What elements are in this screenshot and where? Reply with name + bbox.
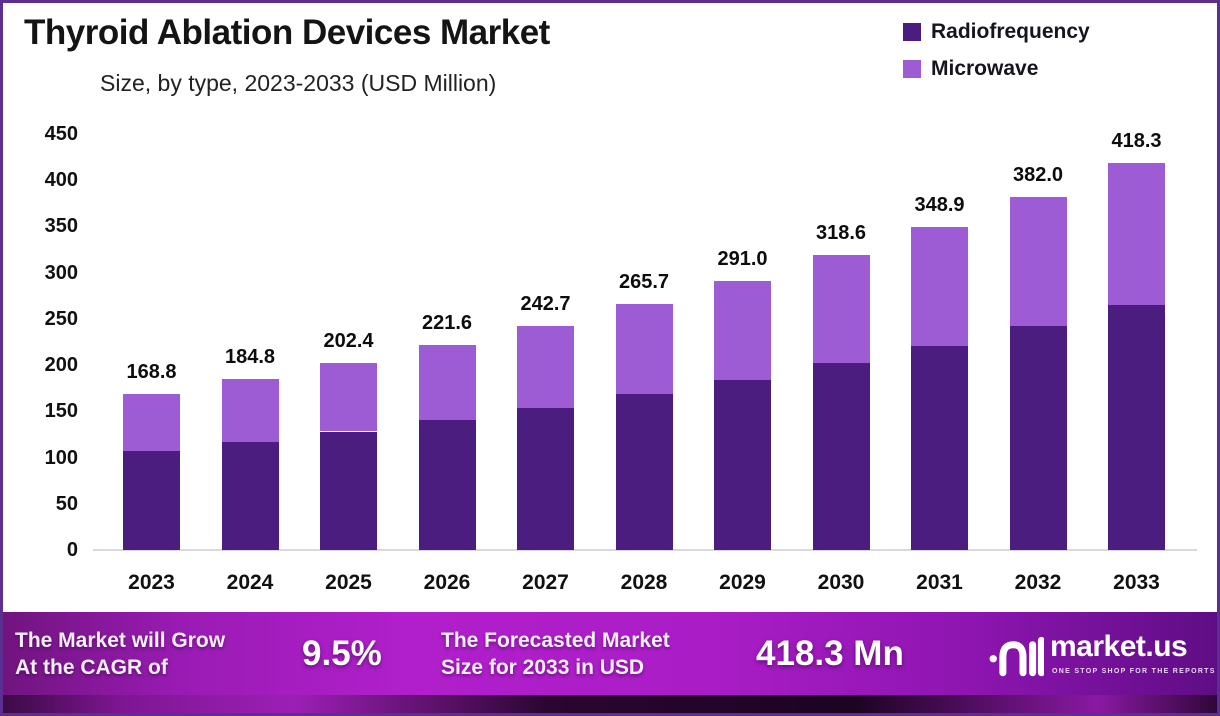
- x-axis-tick-label: 2024: [226, 571, 274, 594]
- forecast-statement-line2: Size for 2033 in USD: [441, 656, 645, 679]
- bar-total-label: 184.8: [224, 346, 276, 369]
- radiofrequency-swatch: [903, 23, 921, 41]
- bar-segment-microwave: [123, 393, 180, 452]
- x-axis-tick-label: 2033: [1113, 571, 1160, 594]
- bar-segment-radiofrequency: [1108, 305, 1165, 550]
- bar-total-label: 202.4: [323, 329, 374, 352]
- x-axis-tick-label: 2028: [620, 571, 668, 594]
- bar-segment-radiofrequency: [911, 345, 968, 550]
- y-axis-tick-label: 150: [44, 400, 78, 423]
- bar-total-label: 348.9: [914, 194, 965, 217]
- bottom-strip: [0, 695, 1220, 716]
- cagr-statement-line1: The Market will Grow: [15, 629, 226, 652]
- y-axis-tick-label: 0: [66, 539, 78, 561]
- cagr-statement: The Market will Grow At the CAGR of: [15, 627, 225, 681]
- y-axis-tick-label: 400: [44, 169, 78, 191]
- bar-total-label: 265.7: [618, 271, 670, 294]
- bar-segment-microwave: [615, 304, 673, 395]
- bar-segment-radiofrequency: [812, 363, 870, 550]
- bar-segment-microwave: [221, 379, 279, 442]
- bar-segment-radiofrequency: [615, 394, 673, 550]
- bar-total-label: 242.7: [520, 292, 571, 315]
- bar-segment-radiofrequency: [714, 379, 771, 550]
- y-axis-tick-label: 250: [44, 307, 78, 330]
- x-axis-tick-label: 2025: [325, 571, 372, 594]
- y-axis-tick-label: 450: [44, 122, 78, 145]
- bar-total-label: 168.8: [126, 360, 177, 383]
- forecast-statement-line1: The Forecasted Market: [441, 629, 670, 652]
- bar-segment-microwave: [517, 325, 574, 408]
- y-axis-tick-label: 100: [44, 446, 78, 469]
- legend-label: Microwave: [931, 57, 1039, 80]
- bar-segment-microwave: [714, 280, 771, 380]
- bar-segment-radiofrequency: [123, 451, 180, 550]
- bar-segment-radiofrequency: [517, 407, 574, 550]
- forecast-value: 418.3 Mn: [756, 634, 904, 673]
- bar-segment-microwave: [1108, 163, 1165, 306]
- cagr-statement-line2: At the CAGR of: [15, 656, 168, 679]
- bar-total-label: 221.6: [421, 312, 473, 335]
- x-axis-line: [93, 549, 1197, 551]
- bar-total-label: 291.0: [717, 247, 768, 270]
- bar-segment-radiofrequency: [418, 420, 476, 550]
- bar-segment-microwave: [911, 227, 968, 346]
- legend: Radiofrequency Microwave: [903, 20, 1090, 94]
- bar-segment-microwave: [1009, 196, 1067, 327]
- x-axis-tick-label: 2032: [1014, 571, 1062, 594]
- y-axis-tick-label: 50: [55, 492, 78, 515]
- y-axis-tick-label: 350: [44, 215, 78, 238]
- marketus-logo: market.us ONE STOP SHOP FOR THE REPORTS: [988, 626, 1214, 686]
- forecast-statement: The Forecasted Market Size for 2033 in U…: [441, 627, 670, 681]
- legend-item-microwave: Microwave: [903, 57, 1090, 81]
- legend-label: Radiofrequency: [931, 20, 1090, 43]
- microwave-swatch: [903, 60, 921, 78]
- bar-segment-radiofrequency: [1009, 326, 1067, 550]
- cagr-value: 9.5%: [302, 634, 382, 673]
- x-axis-tick-label: 2031: [916, 571, 963, 594]
- y-axis-tick-label: 200: [44, 354, 78, 376]
- x-axis-tick-label: 2027: [522, 571, 569, 594]
- page-title: Thyroid Ablation Devices Market: [24, 13, 550, 52]
- bar-segment-radiofrequency: [221, 441, 279, 550]
- bar-total-label: 418.3: [1111, 130, 1162, 153]
- x-axis-tick-label: 2029: [719, 571, 766, 594]
- marketus-logo-name: market.us: [1050, 630, 1188, 663]
- bar-total-label: 382.0: [1012, 163, 1064, 186]
- bar-total-label: 318.6: [815, 222, 867, 245]
- marketus-logo-tagline: ONE STOP SHOP FOR THE REPORTS: [1052, 668, 1216, 675]
- page-subtitle: Size, by type, 2023-2033 (USD Million): [100, 70, 497, 96]
- bar-segment-radiofrequency: [320, 431, 377, 550]
- marketus-logo-icon: [989, 636, 1044, 677]
- bottom-banner: The Market will Grow At the CAGR of 9.5%…: [0, 612, 1220, 695]
- legend-item-radiofrequency: Radiofrequency: [903, 20, 1090, 44]
- x-axis-tick-label: 2026: [423, 571, 471, 594]
- bar-segment-microwave: [418, 345, 476, 421]
- x-axis-tick-label: 2030: [817, 571, 865, 594]
- bar-segment-microwave: [812, 255, 870, 364]
- bar-segment-microwave: [320, 362, 377, 432]
- y-axis-tick-label: 300: [44, 261, 78, 284]
- x-axis-tick-label: 2023: [128, 571, 175, 594]
